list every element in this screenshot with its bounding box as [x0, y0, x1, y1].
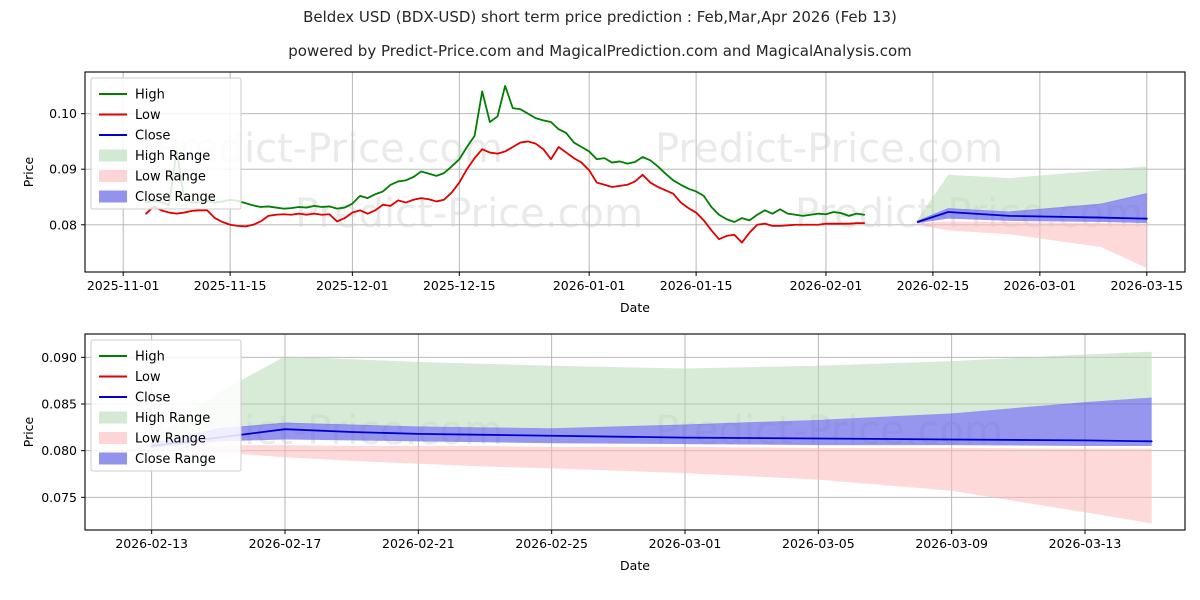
plot-frame: [84, 333, 1186, 531]
low-range-band: [151, 445, 1152, 524]
x-tick-label: 2026-03-01: [1004, 278, 1077, 293]
legend-swatch-band: [99, 190, 127, 203]
legend-label: Close: [135, 391, 170, 406]
y-tick-label: 0.09: [49, 162, 77, 177]
close-series-line: [150, 428, 1153, 447]
page-subtitle: powered by Predict-Price.com and Magical…: [288, 42, 912, 60]
x-tick-label: 2026-02-01: [790, 278, 863, 293]
legend-label: Low Range: [135, 432, 206, 447]
legend-label: High: [135, 88, 165, 103]
chart-legend: High Low Close High Range Low Range Close Ran…: [90, 339, 242, 472]
x-tick-label: 2026-03-15: [1110, 278, 1183, 293]
x-tick-label: 2026-01-01: [553, 278, 626, 293]
plot-area: [150, 351, 1153, 524]
y-tick-label: 0.075: [41, 490, 77, 505]
x-axis-label: Date: [620, 558, 650, 573]
legend-label: Low: [135, 108, 161, 123]
y-tick-label: 0.085: [41, 397, 77, 412]
x-tick-label: 2026-03-01: [649, 536, 722, 551]
plot-frame: [84, 71, 1186, 273]
y-tick-label: 0.090: [41, 350, 77, 365]
plot-area: [145, 84, 1148, 269]
legend-swatch-band: [99, 411, 127, 424]
y-tick-label: 0.10: [49, 106, 77, 121]
legend-swatch-band: [99, 149, 127, 162]
watermark-text: Predict-Price.com: [295, 191, 643, 237]
legend-label: Close Range: [135, 190, 216, 205]
overview-chart: Predict-Price.com Predict-Price.comPredic…: [21, 71, 1186, 315]
high-range-band: [151, 351, 1152, 444]
legend-label: Close: [135, 129, 170, 144]
legend-label: High Range: [135, 149, 210, 164]
gridlines: [85, 72, 1185, 272]
legend-box: [90, 339, 242, 472]
legend-swatch-band: [99, 170, 127, 182]
legend-label: Close Range: [135, 452, 216, 467]
low-range-band: [917, 221, 1147, 269]
legend-swatch-band: [99, 432, 127, 444]
legend-label: Low Range: [135, 170, 206, 185]
y-tick-label: 0.08: [49, 217, 77, 232]
x-tick-label: 2026-03-13: [1049, 536, 1122, 551]
legend-label: High Range: [135, 411, 210, 426]
y-axis-label: Price: [21, 416, 36, 447]
x-axis-label: Date: [620, 300, 650, 315]
legend-label: High: [135, 350, 165, 365]
y-axis-label: Price: [21, 156, 36, 187]
x-tick-label: 2025-12-01: [316, 278, 389, 293]
x-tick-label: 2026-02-15: [897, 278, 970, 293]
x-tick-label: 2026-03-09: [915, 536, 988, 551]
close-range-band: [917, 193, 1147, 224]
forecast-detail-chart: Predict-Price.comPredict-Price.com0.0750…: [21, 333, 1186, 573]
watermark-text: Predict-Price.com: [655, 126, 1003, 172]
x-tick-label: 2026-03-05: [782, 536, 855, 551]
x-tick-label: 2026-02-21: [382, 536, 455, 551]
x-tick-label: 2026-01-15: [660, 278, 733, 293]
low-series-line: [145, 140, 866, 244]
x-tick-label: 2025-11-15: [194, 278, 267, 293]
high-range-band: [917, 166, 1147, 222]
legend-label: Low: [135, 370, 161, 385]
x-tick-label: 2026-02-17: [249, 536, 322, 551]
x-tick-label: 2025-12-15: [423, 278, 496, 293]
x-tick-label: 2026-02-13: [115, 536, 188, 551]
legend-swatch-band: [99, 452, 127, 465]
high-series-line: [145, 84, 866, 223]
x-tick-label: 2025-11-01: [87, 278, 160, 293]
close-series-line: [916, 211, 1148, 223]
page-title: Beldex USD (BDX-USD) short term price pr…: [303, 8, 897, 26]
x-tick-label: 2026-02-25: [515, 536, 588, 551]
close-range-band: [151, 397, 1152, 448]
chart-legend: High Low Close High Range Low Range Close Ran…: [90, 77, 242, 210]
y-tick-label: 0.080: [41, 443, 77, 458]
legend-box: [90, 77, 242, 210]
